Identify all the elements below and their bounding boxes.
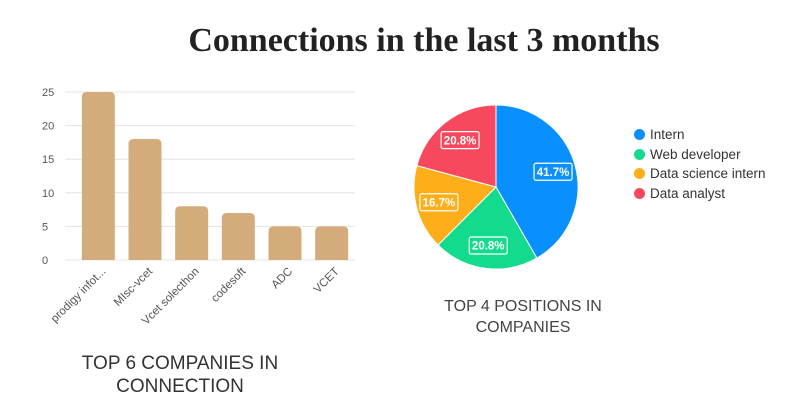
x-tick-label: MIsc-vcet (112, 265, 156, 309)
x-tick-label: prodigy infot... (49, 266, 109, 326)
y-tick-label: 25 (42, 87, 54, 99)
pie-value-label: 20.8% (440, 131, 480, 150)
legend-swatch (634, 168, 645, 180)
pie-slice (437, 186, 538, 270)
svg-text:41.7%: 41.7% (537, 167, 570, 179)
y-tick-label: 0 (42, 255, 48, 267)
bar (315, 226, 349, 260)
legend-swatch (634, 187, 645, 199)
svg-text:20.8%: 20.8% (472, 241, 505, 253)
legend-label: Web developer (650, 146, 741, 162)
x-tick-label: VCET (312, 266, 342, 296)
bar (81, 92, 115, 260)
y-tick-label: 20 (42, 121, 54, 133)
y-tick-label: 15 (42, 154, 54, 166)
pie-chart: 41.7% 20.8% 16.7% 20.8% (413, 104, 579, 270)
chart-title: Connections in the last 3 months (188, 22, 660, 59)
pie-value-label: 16.7% (419, 193, 459, 212)
pie-legend: Intern Web developer Data science intern Da… (634, 125, 766, 203)
pie-value-label: 20.8% (468, 236, 508, 255)
pie-value-label: 41.7% (533, 162, 573, 181)
legend-swatch (634, 129, 645, 141)
legend-item: Web developer (634, 145, 766, 165)
legend-item: Data analyst (634, 184, 766, 204)
pie-slice (495, 104, 579, 259)
y-tick-label: 5 (42, 221, 48, 233)
legend-swatch (634, 148, 645, 160)
bar (175, 206, 209, 260)
x-tick-label: ADC (269, 266, 295, 292)
bar (268, 226, 302, 260)
legend-label: Intern (650, 127, 685, 143)
legend-item: Data science intern (634, 164, 766, 184)
y-tick-label: 10 (42, 188, 54, 200)
x-tick-label: codesoft (209, 265, 249, 305)
legend-label: Data analyst (650, 185, 726, 201)
legend-label: Data science intern (650, 166, 766, 182)
svg-text:20.8%: 20.8% (444, 135, 477, 147)
bar (221, 212, 255, 260)
bar-chart-caption: TOP 6 COMPANIES IN CONNECTION (81, 353, 279, 397)
legend-item: Intern (634, 125, 766, 145)
pie-chart-caption: TOP 4 POSITIONS IN COMPANIES (444, 298, 602, 336)
bar (128, 139, 162, 260)
svg-text:16.7%: 16.7% (423, 197, 456, 209)
